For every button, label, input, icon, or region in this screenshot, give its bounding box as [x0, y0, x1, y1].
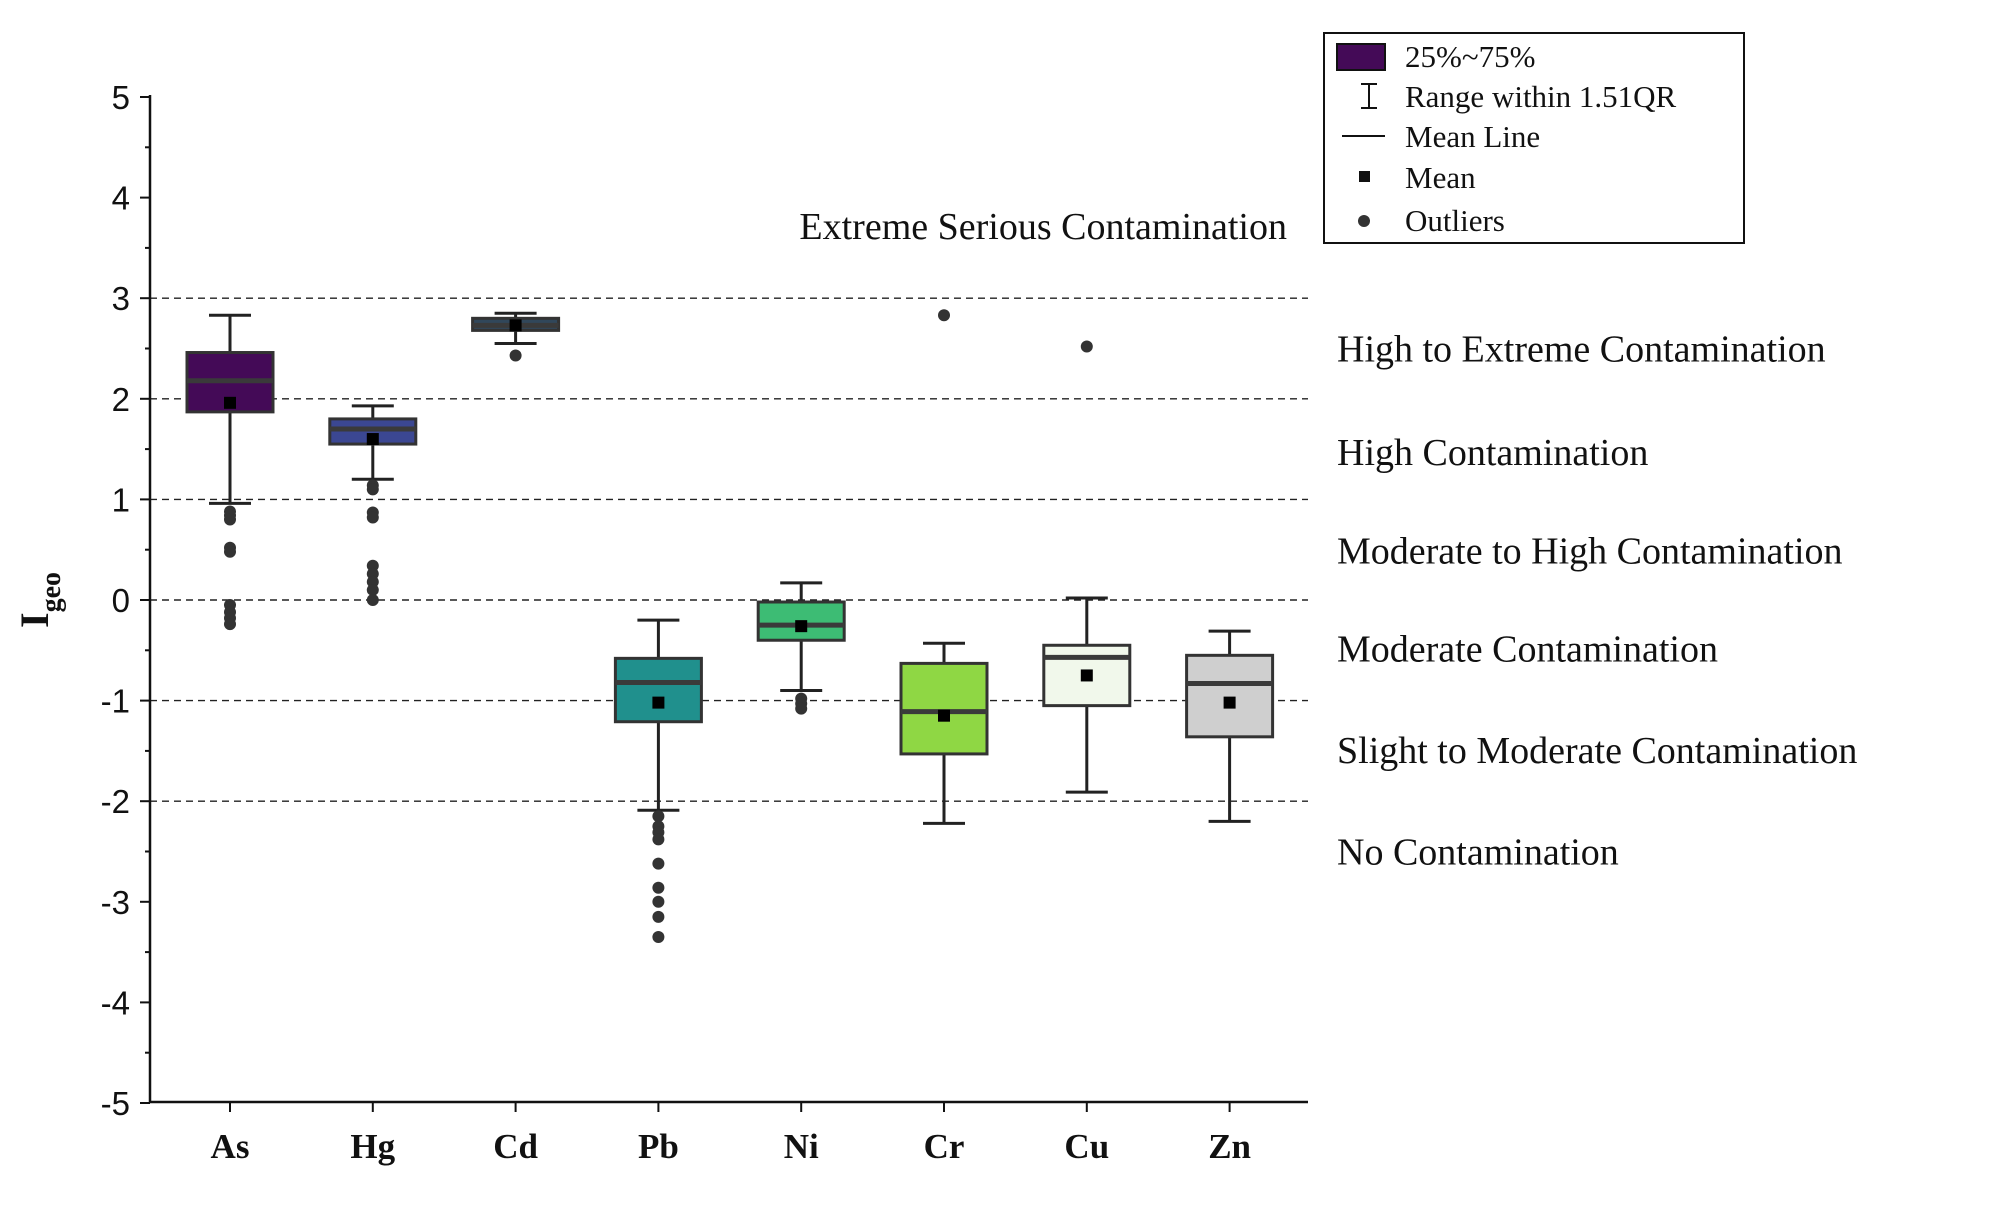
y-tick-label: -1	[101, 683, 130, 720]
x-tick-label: Ni	[784, 1127, 819, 1166]
outlier-point	[366, 483, 379, 496]
legend-label-range: Range within 1.51QR	[1405, 79, 1677, 114]
mean-marker	[366, 433, 379, 446]
outlier-point	[366, 583, 379, 596]
y-tick-label: -2	[101, 783, 130, 820]
mean-marker	[224, 396, 236, 409]
zone-label: High Contamination	[1337, 432, 1648, 474]
outlier-point	[224, 545, 236, 558]
y-tick-label: 1	[112, 481, 130, 518]
y-axis-label-sub: geo	[36, 572, 67, 612]
zone-label: Moderate Contamination	[1337, 628, 1718, 670]
zone-label: Slight to Moderate Contamination	[1337, 730, 1857, 772]
outlier-point	[224, 618, 236, 631]
legend-label-mean: Mean	[1405, 160, 1476, 195]
x-tick-label: As	[211, 1127, 250, 1166]
mean-marker	[938, 709, 950, 722]
dot-marker-icon	[1358, 215, 1370, 227]
iqr-box	[613, 656, 703, 724]
square-marker-icon	[1359, 171, 1370, 182]
y-ticks: 5 4 3 2 1 0 -1 -2 -3 -4 -5	[101, 79, 150, 1122]
box-hg	[328, 404, 418, 606]
iqr-box	[328, 417, 418, 446]
box-cr	[899, 309, 989, 825]
x-tick-label: Cd	[493, 1127, 538, 1166]
outlier-point	[652, 833, 665, 846]
legend-box-swatch	[1336, 43, 1386, 71]
outlier-point	[509, 349, 522, 362]
y-tick-label: -5	[101, 1085, 130, 1122]
outlier-point	[366, 594, 379, 606]
y-tick-label: 5	[112, 79, 130, 116]
mean-marker	[1080, 669, 1093, 682]
x-tick-label: Zn	[1208, 1127, 1251, 1166]
outlier-point	[366, 511, 379, 524]
whisker-icon	[1361, 83, 1377, 109]
y-axis-label: Igeo	[12, 572, 67, 628]
mean-marker	[509, 319, 522, 332]
iqr-box	[899, 661, 989, 756]
legend-label-outliers: Outliers	[1405, 203, 1505, 238]
y-tick-label: 0	[112, 582, 130, 619]
legend: 25%~75% Range within 1.51QR Mean Line Me…	[1323, 32, 1745, 244]
x-ticks: As Hg Cd Pb Ni Cr Cu Zn	[211, 1102, 1251, 1166]
box-zn	[1185, 629, 1275, 823]
zone-label: Extreme Serious Contamination	[799, 206, 1287, 248]
mean-marker	[795, 620, 808, 633]
x-tick-label: Hg	[350, 1127, 395, 1166]
legend-label-box: 25%~75%	[1405, 39, 1535, 74]
x-tick-label: Cu	[1064, 1127, 1109, 1166]
zone-label: No Contamination	[1337, 832, 1619, 874]
y-tick-label: -4	[101, 984, 130, 1021]
iqr-box	[1185, 653, 1275, 739]
outlier-point	[652, 910, 665, 923]
y-tick-label: 3	[112, 280, 130, 317]
y-tick-label: 4	[112, 180, 130, 217]
box-cd	[471, 311, 561, 362]
outlier-point	[652, 895, 665, 908]
zone-label: Moderate to High Contamination	[1337, 531, 1843, 573]
outlier-point	[652, 881, 665, 894]
boxes	[185, 309, 1275, 944]
box-ni	[756, 581, 846, 715]
zone-labels: Extreme Serious Contamination High to Ext…	[799, 206, 1857, 874]
box-cu	[1042, 340, 1132, 794]
y-tick-label: -3	[101, 884, 130, 921]
outlier-point	[1080, 340, 1093, 353]
y-tick-label: 2	[112, 381, 130, 418]
outlier-point	[652, 931, 665, 944]
zone-label: High to Extreme Contamination	[1337, 329, 1826, 371]
box-as	[185, 313, 275, 631]
axes	[148, 95, 1308, 1104]
outlier-point	[652, 857, 665, 870]
outlier-point	[938, 309, 950, 322]
legend-frame	[1323, 32, 1745, 244]
outlier-point	[224, 513, 236, 526]
class-boundary-lines	[150, 297, 1308, 802]
y-axis-label-main: I	[12, 612, 57, 628]
mean-marker	[1223, 696, 1236, 709]
legend-label-mean-line: Mean Line	[1405, 119, 1540, 154]
x-tick-label: Pb	[638, 1127, 679, 1166]
outlier-point	[652, 810, 665, 823]
x-tick-label: Cr	[924, 1127, 965, 1166]
outlier-point	[795, 702, 808, 715]
box-pb	[613, 618, 703, 944]
mean-marker	[652, 696, 665, 709]
